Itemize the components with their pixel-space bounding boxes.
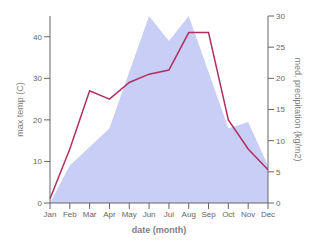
svg-text:Feb: Feb <box>63 210 77 219</box>
svg-text:Nov: Nov <box>241 210 255 219</box>
svg-text:30: 30 <box>276 12 285 21</box>
svg-text:Aug: Aug <box>182 210 196 219</box>
svg-text:date (month): date (month) <box>132 225 187 235</box>
svg-text:Mar: Mar <box>83 210 97 219</box>
svg-text:med. precipitation (kg/m2): med. precipitation (kg/m2) <box>293 57 303 161</box>
svg-text:Jul: Jul <box>164 210 174 219</box>
svg-text:0: 0 <box>276 199 281 208</box>
svg-text:Apr: Apr <box>103 210 116 219</box>
svg-text:30: 30 <box>33 74 42 83</box>
svg-text:40: 40 <box>33 33 42 42</box>
svg-text:20: 20 <box>33 116 42 125</box>
svg-text:10: 10 <box>276 137 285 146</box>
svg-text:10: 10 <box>33 157 42 166</box>
svg-text:Jun: Jun <box>143 210 156 219</box>
svg-text:max temp (C): max temp (C) <box>15 82 25 137</box>
svg-text:5: 5 <box>276 168 281 177</box>
svg-text:0: 0 <box>38 199 43 208</box>
svg-text:Oct: Oct <box>222 210 235 219</box>
svg-text:Dec: Dec <box>261 210 275 219</box>
svg-text:May: May <box>122 210 137 219</box>
svg-text:25: 25 <box>276 43 285 52</box>
svg-text:15: 15 <box>276 105 285 114</box>
svg-text:Jan: Jan <box>44 210 57 219</box>
svg-text:Sep: Sep <box>201 210 216 219</box>
svg-text:20: 20 <box>276 74 285 83</box>
